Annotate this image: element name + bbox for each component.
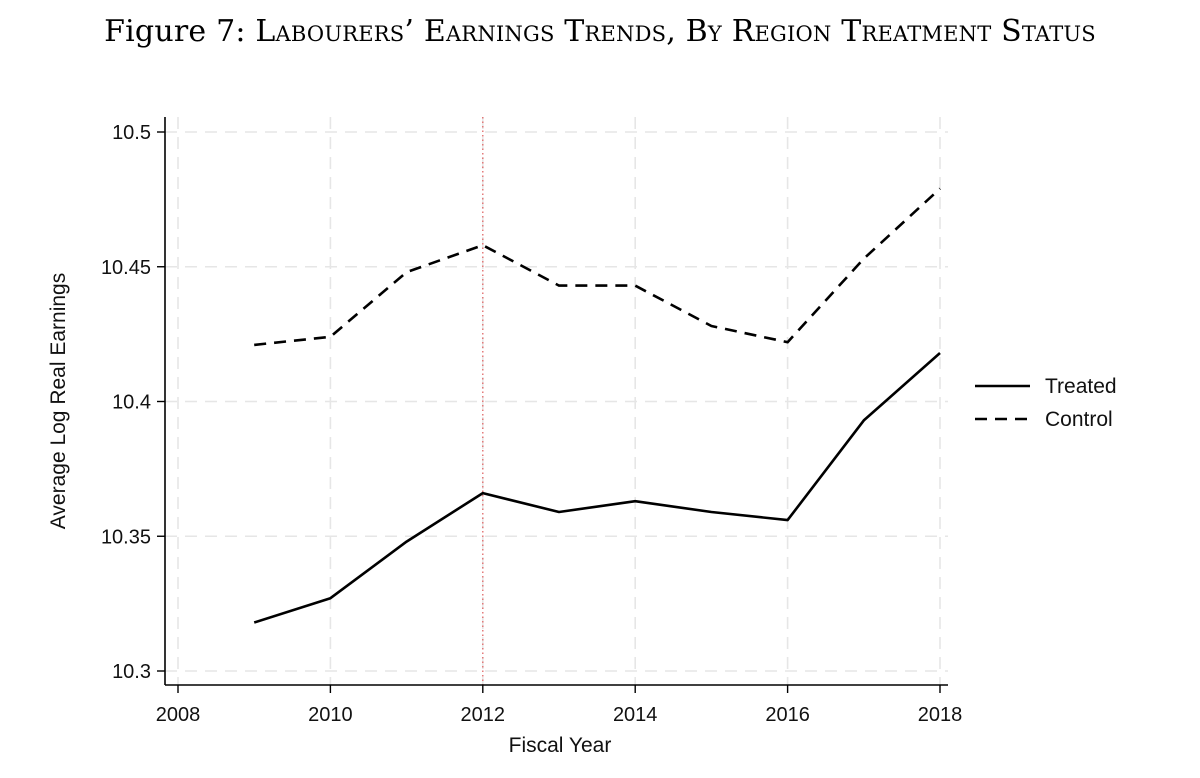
legend-label-treated: Treated — [1045, 375, 1117, 398]
x-tick-label-2: 2012 — [461, 704, 506, 726]
y-tick-label-3: 10.45 — [101, 257, 151, 279]
x-tick-label-1: 2010 — [308, 704, 353, 726]
figure-prefix: Figure 7: — [104, 14, 256, 49]
x-tick-label-5: 2018 — [918, 704, 963, 726]
legend-label-control: Control — [1045, 408, 1113, 431]
y-axis-title: Average Log Real Earnings — [47, 273, 70, 529]
series-line-control — [254, 187, 941, 347]
y-tick-label-4: 10.5 — [112, 122, 151, 144]
figure-title: Figure 7: Labourers’ Earnings Trends, By… — [0, 14, 1200, 49]
axes: 10.3 10.35 10.4 10.45 10.5 2008 2010 2012 2014 20… — [101, 117, 962, 726]
figure-title-text: Labourers’ Earnings Trends, By Region Tr… — [255, 14, 1096, 49]
y-tick-label-1: 10.35 — [101, 526, 151, 548]
y-tick-label-2: 10.4 — [112, 392, 151, 414]
x-tick-label-0: 2008 — [156, 704, 201, 726]
legend: Treated Control — [975, 375, 1117, 431]
x-tick-label-4: 2016 — [765, 704, 810, 726]
series-group — [253, 187, 941, 624]
x-tick-label-3: 2014 — [613, 704, 658, 726]
y-tick-label-0: 10.3 — [112, 661, 151, 683]
x-axis-title: Fiscal Year — [509, 734, 612, 757]
series-line-treated — [253, 352, 941, 624]
